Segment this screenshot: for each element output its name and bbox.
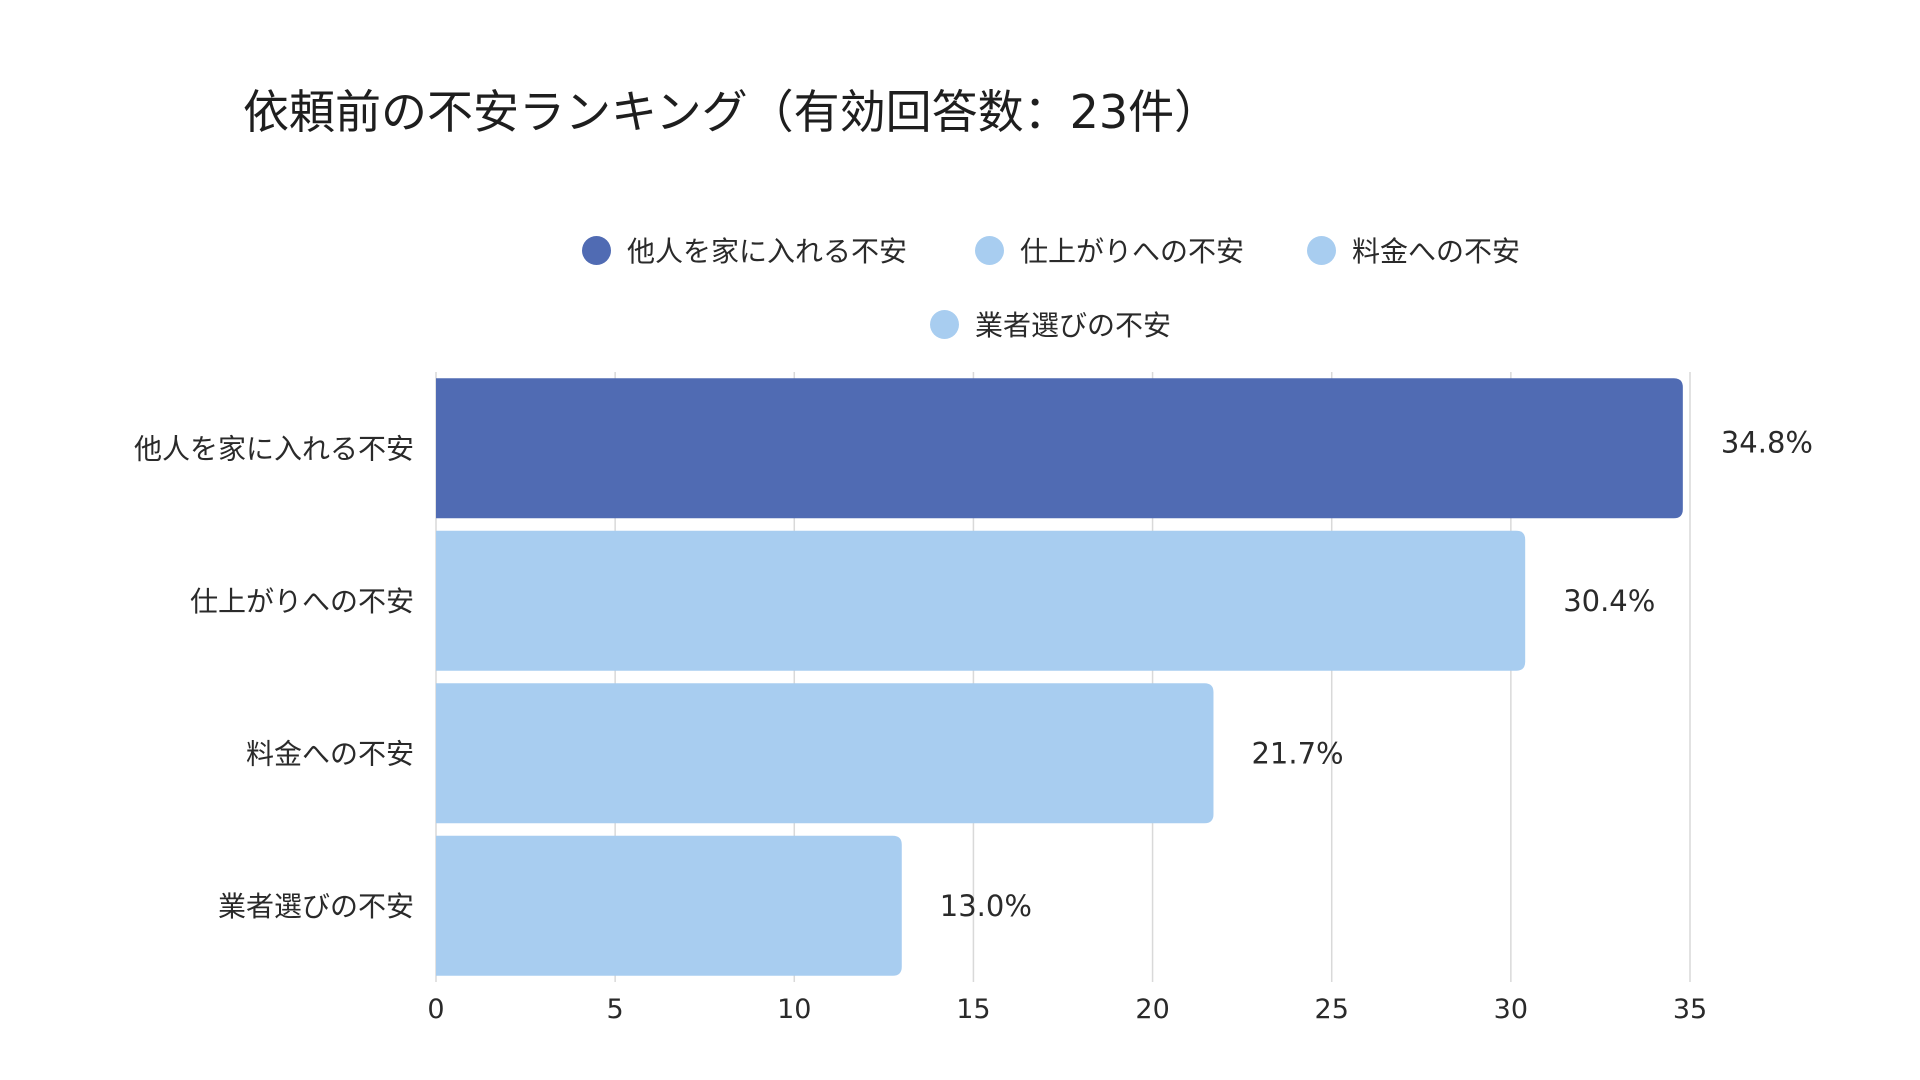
bar-3[interactable] — [436, 835, 902, 976]
category-label-2: 料金への不安 — [246, 737, 414, 770]
legend-label-1: 仕上がりへの不安 — [1020, 235, 1245, 268]
bars — [436, 378, 1683, 976]
legend-item-2[interactable]: 料金への不安 — [1307, 230, 1520, 270]
bar-2[interactable] — [436, 683, 1214, 824]
legend-item-3[interactable]: 業者選びの不安 — [930, 304, 1171, 344]
x-tick-label-7: 35 — [1673, 994, 1707, 1025]
category-label-3: 業者選びの不安 — [218, 890, 414, 923]
legend-label-2: 料金への不安 — [1352, 235, 1521, 268]
x-tick-label-0: 0 — [427, 994, 444, 1025]
legend: 他人を家に入れる不安 仕上がりへの不安 料金への不安 業者選びの不安 — [0, 220, 1920, 350]
legend-label-3: 業者選びの不安 — [975, 309, 1172, 342]
category-label-1: 仕上がりへの不安 — [190, 585, 414, 618]
x-tick-label-4: 20 — [1135, 994, 1169, 1025]
legend-marker-1 — [975, 235, 1004, 265]
x-tick-label-2: 10 — [777, 994, 811, 1025]
bar-0[interactable] — [436, 378, 1683, 519]
x-tick-label-6: 30 — [1494, 994, 1528, 1025]
x-tick-label-5: 25 — [1315, 994, 1349, 1025]
legend-item-0[interactable]: 他人を家に入れる不安 — [582, 230, 907, 270]
legend-marker-3 — [930, 309, 959, 339]
legend-marker-2 — [1307, 235, 1336, 265]
legend-marker-0 — [582, 235, 611, 265]
chart-title: 依頼前の不安ランキング（有効回答数：23件） — [243, 85, 1221, 139]
category-label-0: 他人を家に入れる不安 — [134, 432, 414, 465]
data-label-3: 13.0% — [940, 889, 1032, 923]
legend-item-1[interactable]: 仕上がりへの不安 — [975, 230, 1244, 270]
x-tick-label-3: 15 — [956, 994, 990, 1025]
data-label-2: 21.7% — [1251, 736, 1343, 770]
bar-1[interactable] — [436, 530, 1526, 671]
data-label-0: 34.8% — [1721, 425, 1813, 459]
x-tick-label-1: 5 — [607, 994, 624, 1025]
data-labels: 34.8% 30.4% 21.7% 13.0% — [940, 425, 1813, 923]
legend-label-0: 他人を家に入れる不安 — [627, 235, 908, 268]
x-axis-ticks: 0 5 10 15 20 25 30 35 — [427, 994, 1707, 1025]
data-label-1: 30.4% — [1563, 584, 1655, 618]
